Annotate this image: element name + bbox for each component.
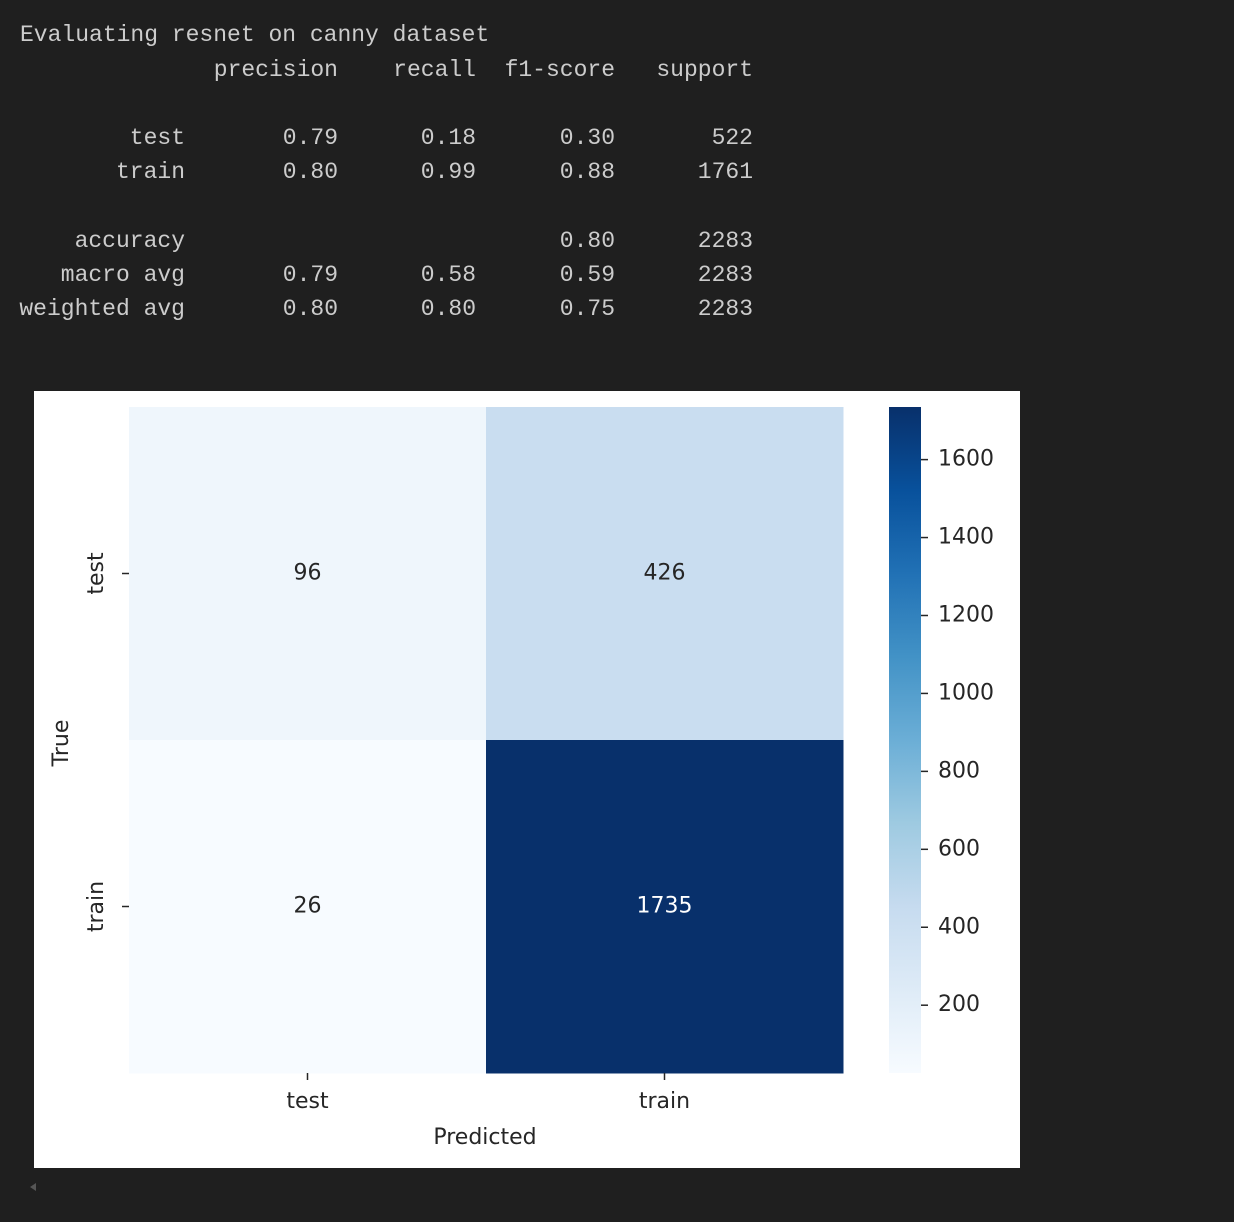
cell: 0.79 [283,125,338,151]
row-label: accuracy [75,228,186,254]
x-axis-label: Predicted [433,1125,536,1150]
y-tick-label: test [84,552,109,595]
x-tick-label: train [639,1089,690,1114]
cell-annotation: 96 [294,561,322,586]
column-header: f1-score [505,57,615,83]
colorbar-tick-label: 1000 [938,680,994,705]
cell-annotation: 26 [294,894,322,919]
cell: 0.80 [283,159,338,185]
colorbar-tick-label: 400 [938,914,980,939]
column-header: support [656,57,753,83]
colorbar-tick-label: 600 [938,836,980,861]
y-tick-label: train [84,881,109,932]
cell: 0.59 [560,262,615,288]
cell: 0.80 [421,296,476,322]
cell: 2283 [698,262,753,288]
heatmap-cell [129,740,487,1074]
cell: 0.79 [283,262,338,288]
cell-annotation: 1735 [637,894,693,919]
colorbar-tick-label: 1600 [938,447,994,472]
cell: 0.88 [560,159,615,185]
report-title: Evaluating resnet on canny dataset [20,22,489,48]
row-label: test [130,125,185,151]
column-header: recall [393,57,476,83]
cell: 0.18 [421,125,476,151]
cell: 0.58 [421,262,476,288]
cell: 2283 [698,296,753,322]
cell: 0.80 [560,228,615,254]
scroll-arrow[interactable] [30,1183,36,1191]
cell: 0.30 [560,125,615,151]
row-label: macro avg [61,262,185,288]
cell: 1761 [698,159,753,185]
heatmap-cell [486,407,844,741]
colorbar-tick-label: 1200 [938,602,994,627]
row-label: weighted avg [19,296,185,322]
colorbar [889,407,921,1073]
cell-annotation: 426 [644,561,686,586]
heatmap-cell [129,407,487,741]
cell: 2283 [698,228,753,254]
cell: 0.80 [283,296,338,322]
y-axis-label: True [49,720,74,768]
heatmap-cell [486,740,844,1074]
cell: 522 [712,125,753,151]
row-label: train [116,159,185,185]
colorbar-tick-label: 200 [938,992,980,1017]
cell: 0.75 [560,296,615,322]
cell: 0.99 [421,159,476,185]
x-tick-label: test [286,1089,329,1114]
colorbar-tick-label: 800 [938,758,980,783]
colorbar-tick-label: 1400 [938,525,994,550]
column-header: precision [214,57,338,83]
